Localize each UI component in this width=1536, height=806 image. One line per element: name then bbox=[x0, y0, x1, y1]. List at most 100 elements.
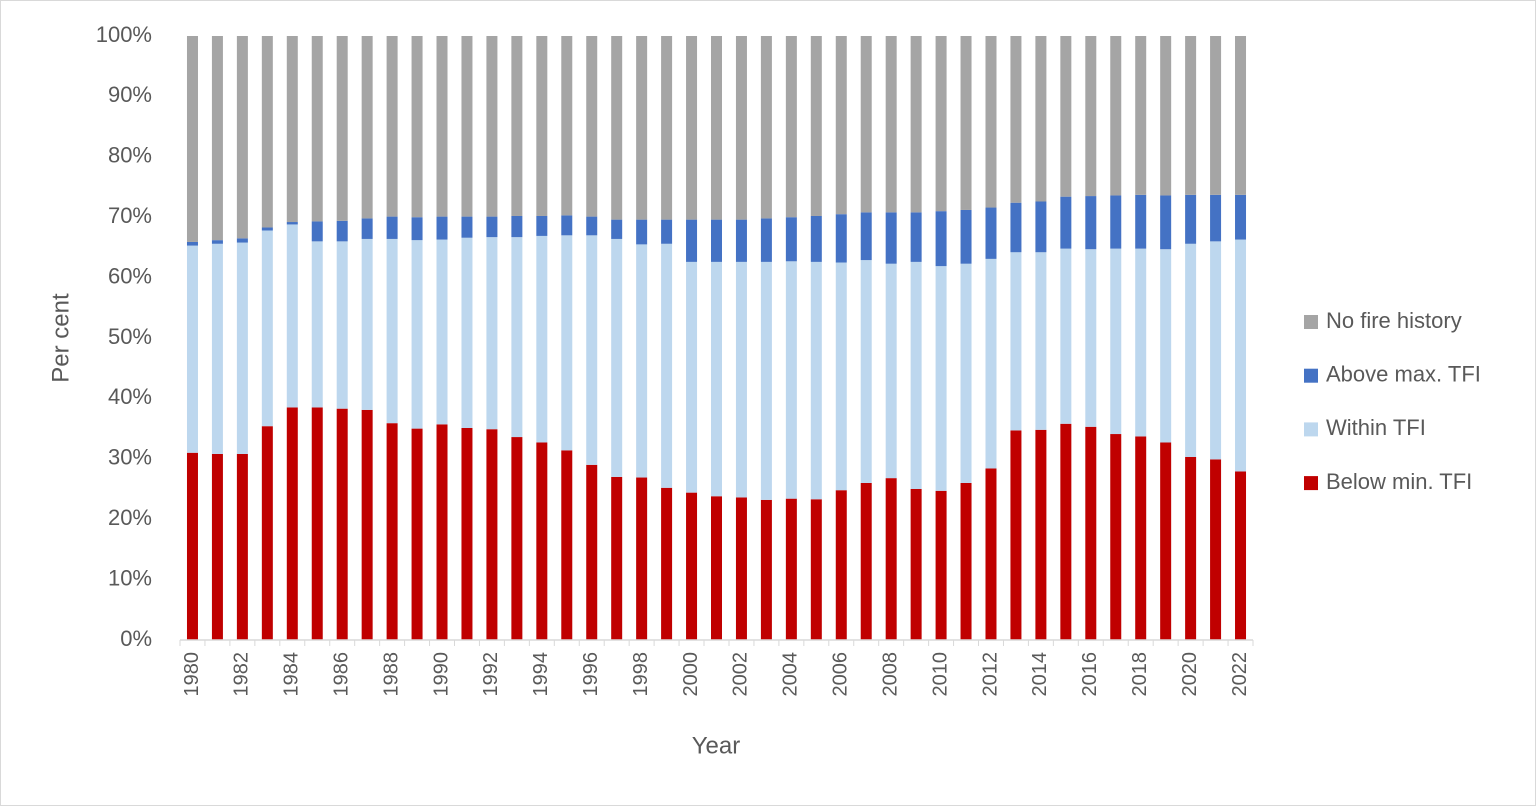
bar-segment bbox=[286, 222, 298, 225]
bar-segment bbox=[1235, 194, 1247, 240]
bar-segment bbox=[636, 219, 648, 245]
x-tick-label: 2016 bbox=[1079, 652, 1101, 697]
bar-segment bbox=[935, 490, 947, 640]
bar-segment bbox=[711, 36, 722, 220]
bar-segment bbox=[810, 261, 822, 500]
y-tick-label: 40% bbox=[108, 384, 152, 409]
bar-segment bbox=[1210, 241, 1222, 460]
bar-segment bbox=[611, 476, 623, 640]
bar-segment bbox=[436, 239, 448, 425]
bar-segment bbox=[960, 482, 972, 640]
bar-segment bbox=[1160, 195, 1172, 250]
y-tick-label: 0% bbox=[120, 626, 152, 651]
bar-segment bbox=[186, 36, 198, 242]
x-tick-label: 2002 bbox=[730, 652, 752, 697]
bar-segment bbox=[611, 36, 623, 220]
bar-segment bbox=[810, 36, 822, 216]
bar-segment bbox=[1060, 196, 1072, 249]
y-axis-title: Per cent bbox=[47, 293, 74, 383]
bar-segment bbox=[686, 492, 698, 640]
x-tick-label: 2020 bbox=[1179, 652, 1201, 697]
bar-segment bbox=[311, 221, 323, 242]
bar-segment bbox=[711, 496, 722, 640]
bar-segment bbox=[686, 36, 698, 220]
x-tick-label: 2018 bbox=[1129, 652, 1151, 697]
bar-segment bbox=[211, 36, 223, 241]
bar-segment bbox=[985, 36, 997, 208]
bar-segment bbox=[186, 241, 198, 246]
legend-swatch bbox=[1304, 476, 1318, 491]
x-tick-label: 1992 bbox=[480, 652, 502, 697]
y-tick-label: 30% bbox=[108, 445, 152, 470]
bar-segment bbox=[1135, 194, 1147, 249]
bar-segment bbox=[536, 36, 548, 216]
bar-segment bbox=[1110, 195, 1122, 249]
bar-segment bbox=[511, 36, 523, 216]
bar-segment bbox=[1135, 36, 1147, 195]
x-tick-label: 1982 bbox=[231, 652, 253, 697]
bar-segment bbox=[261, 230, 273, 427]
bar-segment bbox=[311, 241, 323, 408]
legend-label: Within TFI bbox=[1326, 415, 1426, 440]
bar-segment bbox=[735, 497, 747, 640]
legend-label: Below min. TFI bbox=[1326, 469, 1472, 494]
bar-segment bbox=[686, 219, 698, 262]
bar-segment bbox=[211, 240, 223, 244]
bar-segment bbox=[1110, 434, 1122, 640]
bar-segment bbox=[985, 207, 997, 259]
bar-segment bbox=[885, 212, 897, 264]
bar-segment bbox=[411, 240, 423, 429]
bar-segment bbox=[835, 36, 847, 215]
bar-segment bbox=[1210, 194, 1222, 242]
bar-segment bbox=[1135, 436, 1147, 640]
x-tick-label: 1998 bbox=[630, 652, 652, 697]
bar-segment bbox=[436, 36, 448, 217]
bar-segment bbox=[486, 429, 498, 640]
bar-segment bbox=[261, 227, 273, 231]
y-tick-label: 70% bbox=[108, 203, 152, 228]
bar-segment bbox=[236, 453, 248, 640]
bar-segment bbox=[236, 36, 248, 239]
x-tick-label: 2010 bbox=[929, 652, 951, 697]
bar-segment bbox=[211, 243, 223, 454]
bar-segment bbox=[311, 407, 323, 640]
bar-segment bbox=[336, 220, 348, 242]
bar-segment bbox=[785, 261, 797, 499]
bar-segment bbox=[286, 224, 298, 408]
bar-segment bbox=[536, 442, 548, 640]
bar-segment bbox=[985, 258, 997, 469]
legend-swatch bbox=[1304, 422, 1318, 437]
bar-segment bbox=[386, 423, 398, 640]
bar-segment bbox=[860, 260, 872, 483]
bar-segment bbox=[461, 216, 473, 238]
bar-segment bbox=[586, 36, 598, 217]
bar-segment bbox=[1110, 248, 1122, 435]
bar-segment bbox=[1085, 36, 1097, 197]
x-tick-label: 1980 bbox=[181, 652, 203, 697]
bar-segment bbox=[611, 238, 623, 477]
y-tick-label: 20% bbox=[108, 505, 152, 530]
bar-segment bbox=[1210, 459, 1222, 640]
bar-segment bbox=[1010, 36, 1022, 203]
bar-segment bbox=[411, 217, 423, 241]
bar-segment bbox=[661, 243, 673, 488]
y-tick-label: 50% bbox=[108, 324, 152, 349]
bar-segment bbox=[1185, 243, 1197, 457]
bar-segment bbox=[711, 219, 722, 262]
bar-segment bbox=[561, 215, 573, 236]
bar-segment bbox=[461, 36, 473, 217]
bar-segment bbox=[661, 219, 673, 244]
bar-segment bbox=[661, 36, 673, 220]
bar-segment bbox=[336, 241, 348, 409]
legend-label: Above max. TFI bbox=[1326, 362, 1481, 387]
bar-segment bbox=[261, 426, 273, 640]
bar-segment bbox=[286, 36, 298, 223]
bar-segment bbox=[910, 212, 922, 262]
bar-segment bbox=[561, 235, 573, 451]
bar-segment bbox=[1085, 196, 1097, 250]
bar-segment bbox=[1235, 239, 1247, 472]
y-tick-label: 80% bbox=[108, 143, 152, 168]
bar-segment bbox=[1010, 430, 1022, 640]
bar-segment bbox=[935, 211, 947, 267]
